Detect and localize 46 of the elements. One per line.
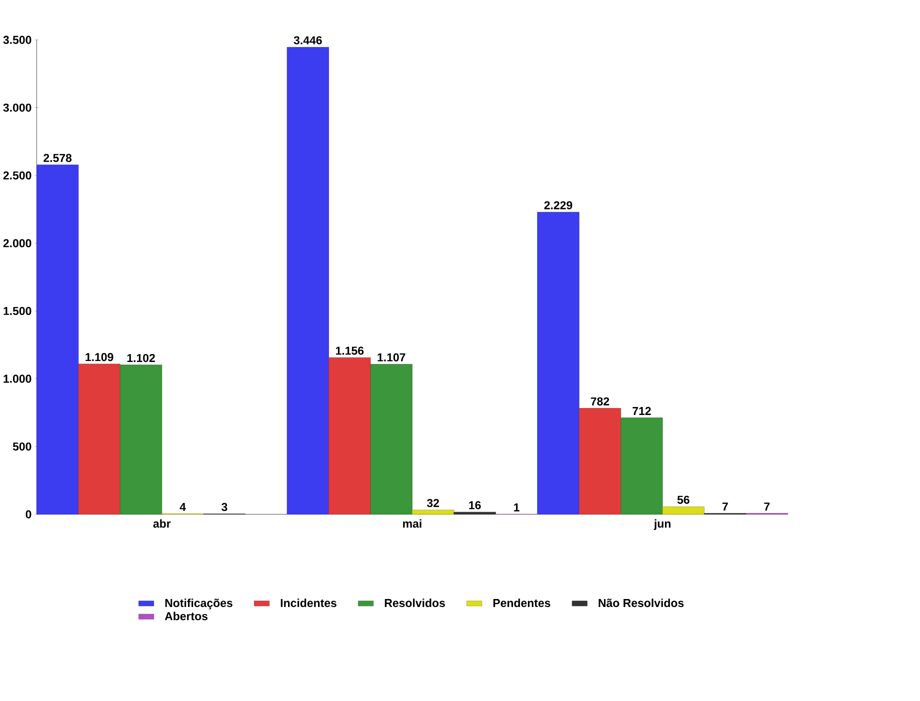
- bar: [662, 506, 704, 514]
- data-label: 1.107: [378, 353, 406, 362]
- legend-label: Pendentes: [493, 598, 550, 607]
- data-label: 782: [590, 397, 610, 406]
- y-tick-label: 2.500: [3, 171, 32, 180]
- legend-label: Notificações: [165, 598, 232, 610]
- data-label: 3.446: [294, 36, 322, 44]
- data-label: 7: [722, 502, 728, 510]
- data-label: 1: [514, 503, 520, 512]
- data-label: 32: [426, 498, 440, 507]
- y-tick-label: 1.500: [4, 306, 32, 315]
- data-label: 7: [764, 502, 770, 510]
- bar: [120, 364, 162, 514]
- legend-label: Abertos: [164, 612, 208, 620]
- bar: [370, 364, 412, 514]
- bar: [286, 46, 329, 514]
- x-tick-label: abr: [153, 519, 171, 528]
- legend-label: Incidentes: [280, 598, 336, 607]
- bar: [620, 417, 663, 514]
- data-label: 1.102: [127, 354, 155, 362]
- y-tick-label: 0: [26, 510, 32, 518]
- bar: [328, 357, 371, 514]
- data-label: 2.229: [544, 201, 572, 210]
- legend-label: Resolvidos: [384, 598, 445, 607]
- bar: [412, 510, 454, 514]
- y-tick-label: 1.000: [4, 374, 32, 383]
- data-label: 1.156: [336, 346, 364, 355]
- y-tick-label: 500: [12, 442, 32, 450]
- data-label: 16: [469, 500, 481, 510]
- data-label: 3: [222, 502, 228, 511]
- x-tick-label: mai: [403, 519, 422, 528]
- data-label: 4: [180, 502, 186, 511]
- data-label: 56: [677, 496, 690, 504]
- data-label: 2.578: [44, 154, 72, 162]
- bar: [78, 364, 120, 514]
- bar: [537, 212, 580, 514]
- x-tick-label: jun: [654, 519, 670, 530]
- data-label: 712: [632, 406, 651, 415]
- bar: [578, 408, 622, 514]
- data-label: 1.109: [86, 352, 114, 361]
- y-tick-label: 3.500: [3, 36, 32, 44]
- bar: [36, 164, 79, 514]
- bar: [454, 512, 496, 514]
- y-tick-label: 2.000: [3, 238, 32, 248]
- legend-label: Não Resolvidos: [598, 598, 684, 607]
- y-tick-label: 3.000: [3, 103, 32, 112]
